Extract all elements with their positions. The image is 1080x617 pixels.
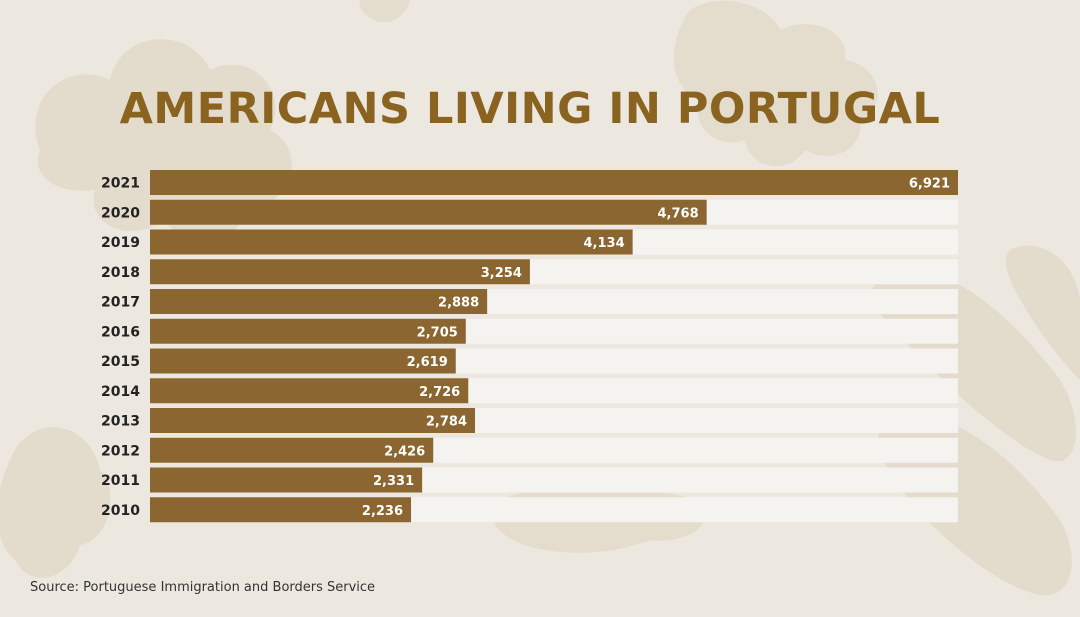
year-label: 2015: [101, 354, 140, 370]
value-label: 2,705: [417, 325, 458, 340]
leaf-shape-bottom-left: [0, 427, 111, 578]
value-label: 3,254: [481, 266, 522, 281]
bar-2014: [150, 378, 469, 404]
year-label: 2019: [101, 235, 140, 251]
value-label: 2,236: [362, 504, 403, 519]
year-label: 2010: [101, 503, 140, 519]
year-label: 2017: [101, 295, 140, 311]
source-note: Source: Portuguese Immigration and Borde…: [30, 580, 376, 595]
value-label: 6,921: [909, 177, 950, 192]
year-label: 2018: [101, 265, 140, 281]
leaf-shape-top-right: [673, 0, 878, 167]
year-label: 2014: [101, 384, 140, 400]
bar-2012: [150, 437, 434, 463]
chart-title: AMERICANS LIVING IN PORTUGAL: [119, 84, 941, 134]
bar-2016: [150, 318, 466, 344]
bar-2011: [150, 467, 423, 493]
leaf-shape-right-2: [1005, 245, 1080, 380]
value-label: 2,426: [384, 444, 425, 459]
value-label: 2,784: [426, 415, 467, 430]
bar-2017: [150, 289, 488, 314]
leaf-shape-right-1: [871, 271, 1077, 462]
bar-2021: [150, 170, 958, 195]
year-label: 2020: [101, 205, 140, 221]
value-label: 2,331: [373, 474, 414, 489]
value-label: 2,888: [438, 296, 479, 311]
year-label: 2013: [101, 414, 140, 430]
bar-2013: [150, 408, 476, 433]
year-label: 2021: [101, 176, 140, 192]
value-label: 4,134: [584, 236, 625, 251]
bar-2018: [150, 259, 530, 285]
year-label: 2011: [101, 473, 140, 489]
value-label: 2,726: [419, 385, 460, 400]
bar-2020: [150, 199, 707, 225]
value-label: 4,768: [658, 206, 699, 221]
leaf-shape-top-center: [359, 0, 410, 23]
value-label: 2,619: [407, 355, 448, 370]
year-label: 2016: [101, 324, 140, 340]
bar-2010: [150, 497, 412, 523]
year-label: 2012: [101, 443, 140, 459]
bar-2015: [150, 348, 456, 374]
bar-2019: [150, 229, 633, 255]
